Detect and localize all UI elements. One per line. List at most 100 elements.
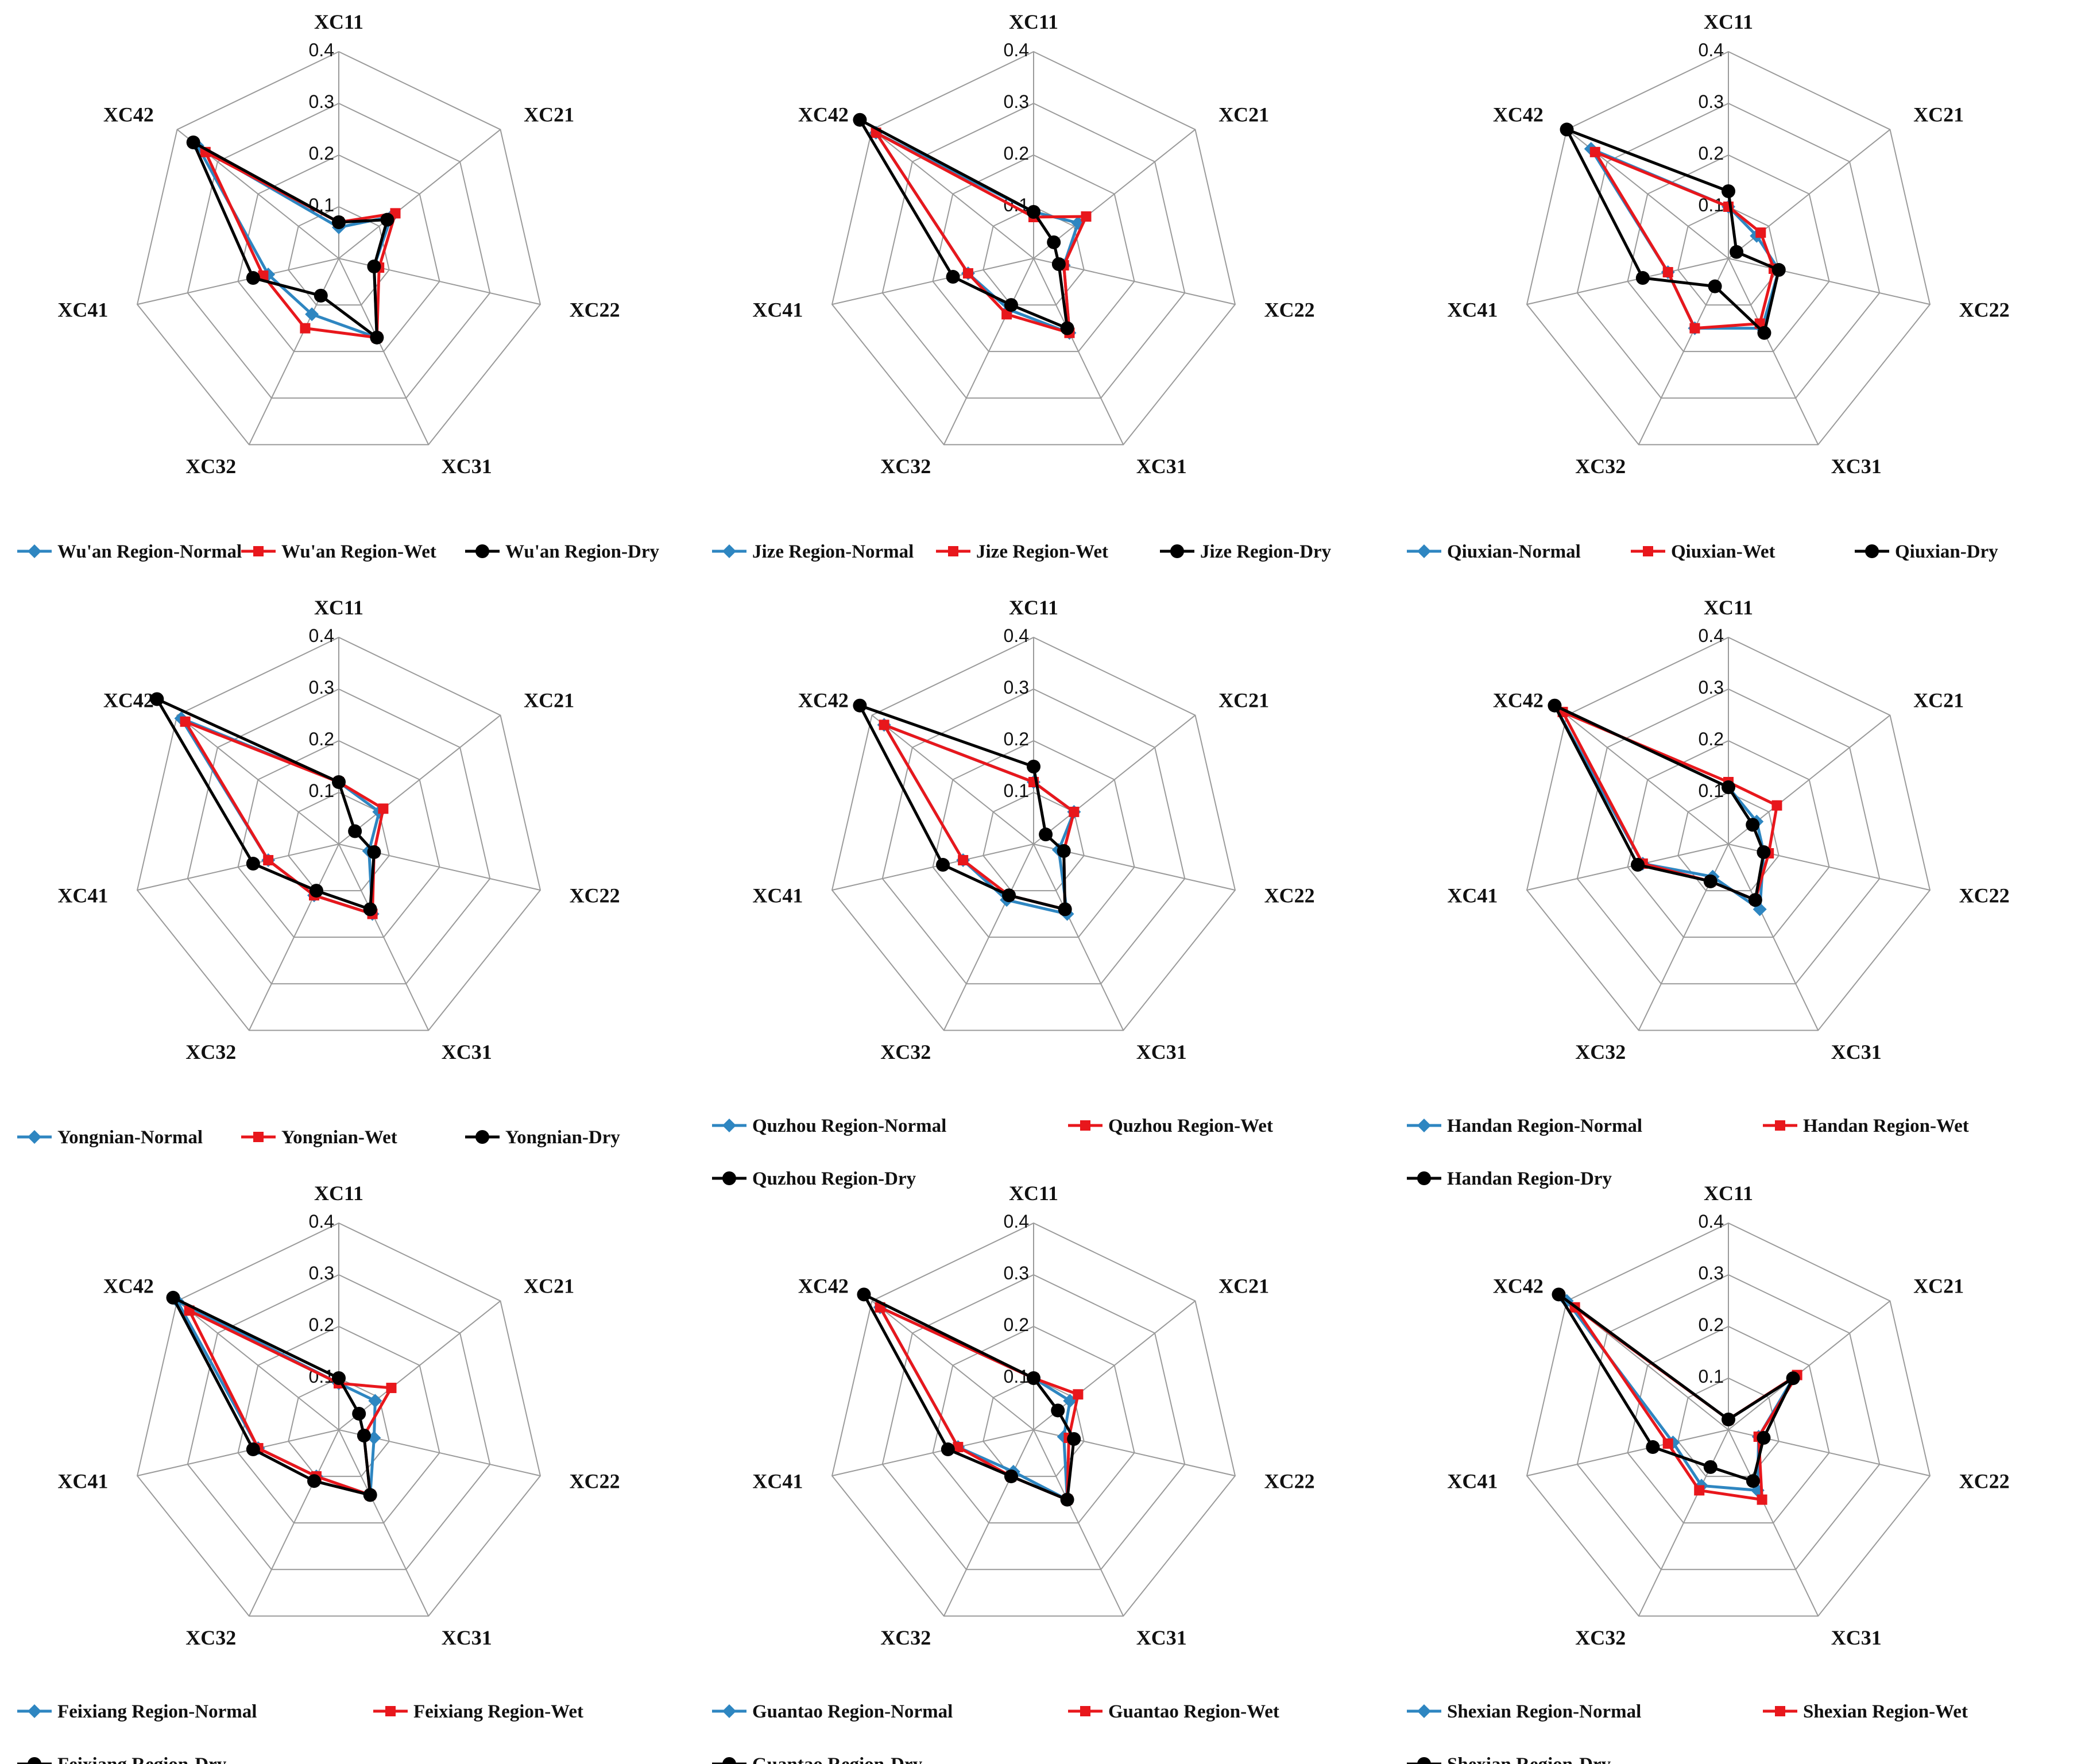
axis-label-xc42: XC42 [103, 1274, 154, 1297]
axis-label-xc21: XC21 [1218, 1274, 1269, 1297]
data-point [1560, 122, 1574, 137]
axis-label-xc31: XC31 [442, 455, 492, 478]
spoke-line [137, 258, 339, 305]
series-wet [200, 146, 401, 343]
data-point [1631, 858, 1645, 872]
axis-label-xc41: XC41 [752, 1469, 803, 1492]
spoke-line [338, 1300, 501, 1430]
legend-label: Yongnian-Wet [281, 1127, 397, 1148]
grid-ring [932, 1325, 1135, 1524]
spoke-line [338, 714, 501, 845]
spoke-line [831, 844, 1034, 891]
spoke-line [1728, 258, 1931, 305]
legend-label: Jize Region-Wet [976, 541, 1108, 562]
data-point [1073, 1389, 1084, 1400]
legend-label: Quzhou Region-Wet [1108, 1116, 1273, 1136]
grid-ring [1576, 1274, 1881, 1570]
axis-label-xc32: XC32 [1575, 455, 1626, 478]
spoke-line [338, 844, 430, 1031]
legend-marker [1170, 544, 1184, 558]
legend-marker [28, 1130, 41, 1144]
data-point [1703, 1460, 1717, 1474]
tick-label: 0.2 [1699, 1314, 1724, 1335]
tick-label: 0.1 [309, 780, 334, 801]
tick-label: 0.2 [1004, 1314, 1029, 1335]
radar-panel-4: 0.1 0.2 0.3 0.4 XC11 XC21 XC22 XC31 XC32 XC41 XC42… [0, 586, 678, 1160]
data-point [1755, 227, 1766, 238]
series-line [879, 1306, 1071, 1502]
axis-label-xc11: XC11 [314, 10, 363, 33]
legend: Quzhou Region-Normal Quzhou Region-Wet Quz… [712, 1116, 1273, 1189]
data-point [1662, 267, 1673, 278]
tick-label: 0.4 [309, 1211, 334, 1232]
series-dry [853, 113, 1074, 335]
grid-ring [1576, 102, 1881, 399]
tick-label: 0.4 [1699, 40, 1724, 60]
legend-marker [722, 1704, 736, 1718]
legend-label: Shexian Region-Dry [1447, 1754, 1611, 1764]
grid-ring [288, 206, 390, 306]
legend: Wu'an Region-Normal Wu'an Region-Wet Wu'an… [17, 541, 659, 562]
axis-label-xc31: XC31 [1831, 1626, 1882, 1649]
spoke-line [338, 258, 430, 445]
axis-label-xc32: XC32 [185, 1626, 236, 1649]
grid-ring [881, 688, 1186, 985]
legend-item: Wu'an Region-Wet [241, 541, 436, 562]
axis-label-xc41: XC41 [752, 298, 803, 321]
grid-ring [881, 102, 1186, 399]
data-point [941, 1442, 955, 1457]
data-point [386, 1383, 397, 1394]
legend-item: Feixiang Region-Dry [17, 1754, 227, 1764]
data-point [1081, 211, 1092, 222]
legend-item: Handan Region-Wet [1763, 1116, 1969, 1136]
tick-label: 0.3 [1699, 91, 1724, 112]
grid-ring [237, 1325, 440, 1524]
legend-marker [1080, 1120, 1090, 1131]
radar-chart-svg: 0.1 0.2 0.3 0.4 XC11 XC21 XC22 XC31 XC32 XC41 XC42… [712, 596, 1315, 1189]
legend: Handan Region-Normal Handan Region-Wet Han… [1407, 1116, 1969, 1189]
data-point [857, 1287, 871, 1302]
data-point [1001, 309, 1012, 320]
series-line [1565, 128, 1781, 335]
axis-label-xc11: XC11 [1704, 1182, 1753, 1205]
data-point [1051, 1403, 1065, 1418]
legend-label: Wu'an Region-Wet [281, 541, 436, 562]
axis-label-xc21: XC21 [524, 103, 574, 126]
radar-chart-svg: 0.1 0.2 0.3 0.4 XC11 XC21 XC22 XC31 XC32 XC41 XC42… [1407, 10, 2010, 562]
data-point [953, 1442, 964, 1453]
data-point [263, 855, 274, 866]
radar-panel-3: 0.1 0.2 0.3 0.4 XC11 XC21 XC22 XC31 XC32 XC41 XC42… [1390, 0, 2067, 574]
series-line [1557, 1293, 1795, 1483]
data-point [1047, 235, 1061, 249]
legend-label: Yongnian-Dry [505, 1127, 620, 1148]
grid-ring [831, 51, 1236, 446]
legend-label: Feixiang Region-Dry [57, 1754, 227, 1764]
spoke-line [176, 1300, 339, 1430]
radar-panel-8: 0.1 0.2 0.3 0.4 XC11 XC21 XC22 XC31 XC32 XC41 XC42… [695, 1171, 1372, 1764]
radar-panel-2: 0.1 0.2 0.3 0.4 XC11 XC21 XC22 XC31 XC32 XC41 XC42… [695, 0, 1372, 574]
axis-label-xc31: XC31 [442, 1626, 492, 1649]
data-point [363, 1488, 377, 1502]
axis-label-xc41: XC41 [57, 1469, 108, 1492]
spoke-line [943, 844, 1034, 1031]
radar-panel-6: 0.1 0.2 0.3 0.4 XC11 XC21 XC22 XC31 XC32 XC41 XC42… [1390, 586, 2067, 1189]
spoke-line [248, 844, 339, 1031]
axis-label-xc31: XC31 [1136, 1626, 1187, 1649]
legend: Jize Region-Normal Jize Region-Wet Jize Re… [712, 541, 1332, 562]
tick-label: 0.2 [309, 729, 334, 749]
legend-label: Feixiang Region-Normal [57, 1701, 257, 1722]
data-point [1757, 845, 1771, 860]
data-point [367, 1431, 381, 1445]
data-point [1027, 1371, 1040, 1385]
data-point [1708, 279, 1722, 293]
data-point [314, 288, 328, 303]
grid-ring [932, 740, 1135, 938]
data-point [332, 215, 346, 229]
tick-label: 0.4 [309, 40, 334, 60]
legend-label: Qiuxian-Normal [1447, 541, 1581, 562]
data-point [1004, 1469, 1018, 1484]
spoke-line [871, 714, 1034, 845]
series-line [1553, 704, 1765, 902]
axis-label-xc42: XC42 [103, 103, 154, 126]
